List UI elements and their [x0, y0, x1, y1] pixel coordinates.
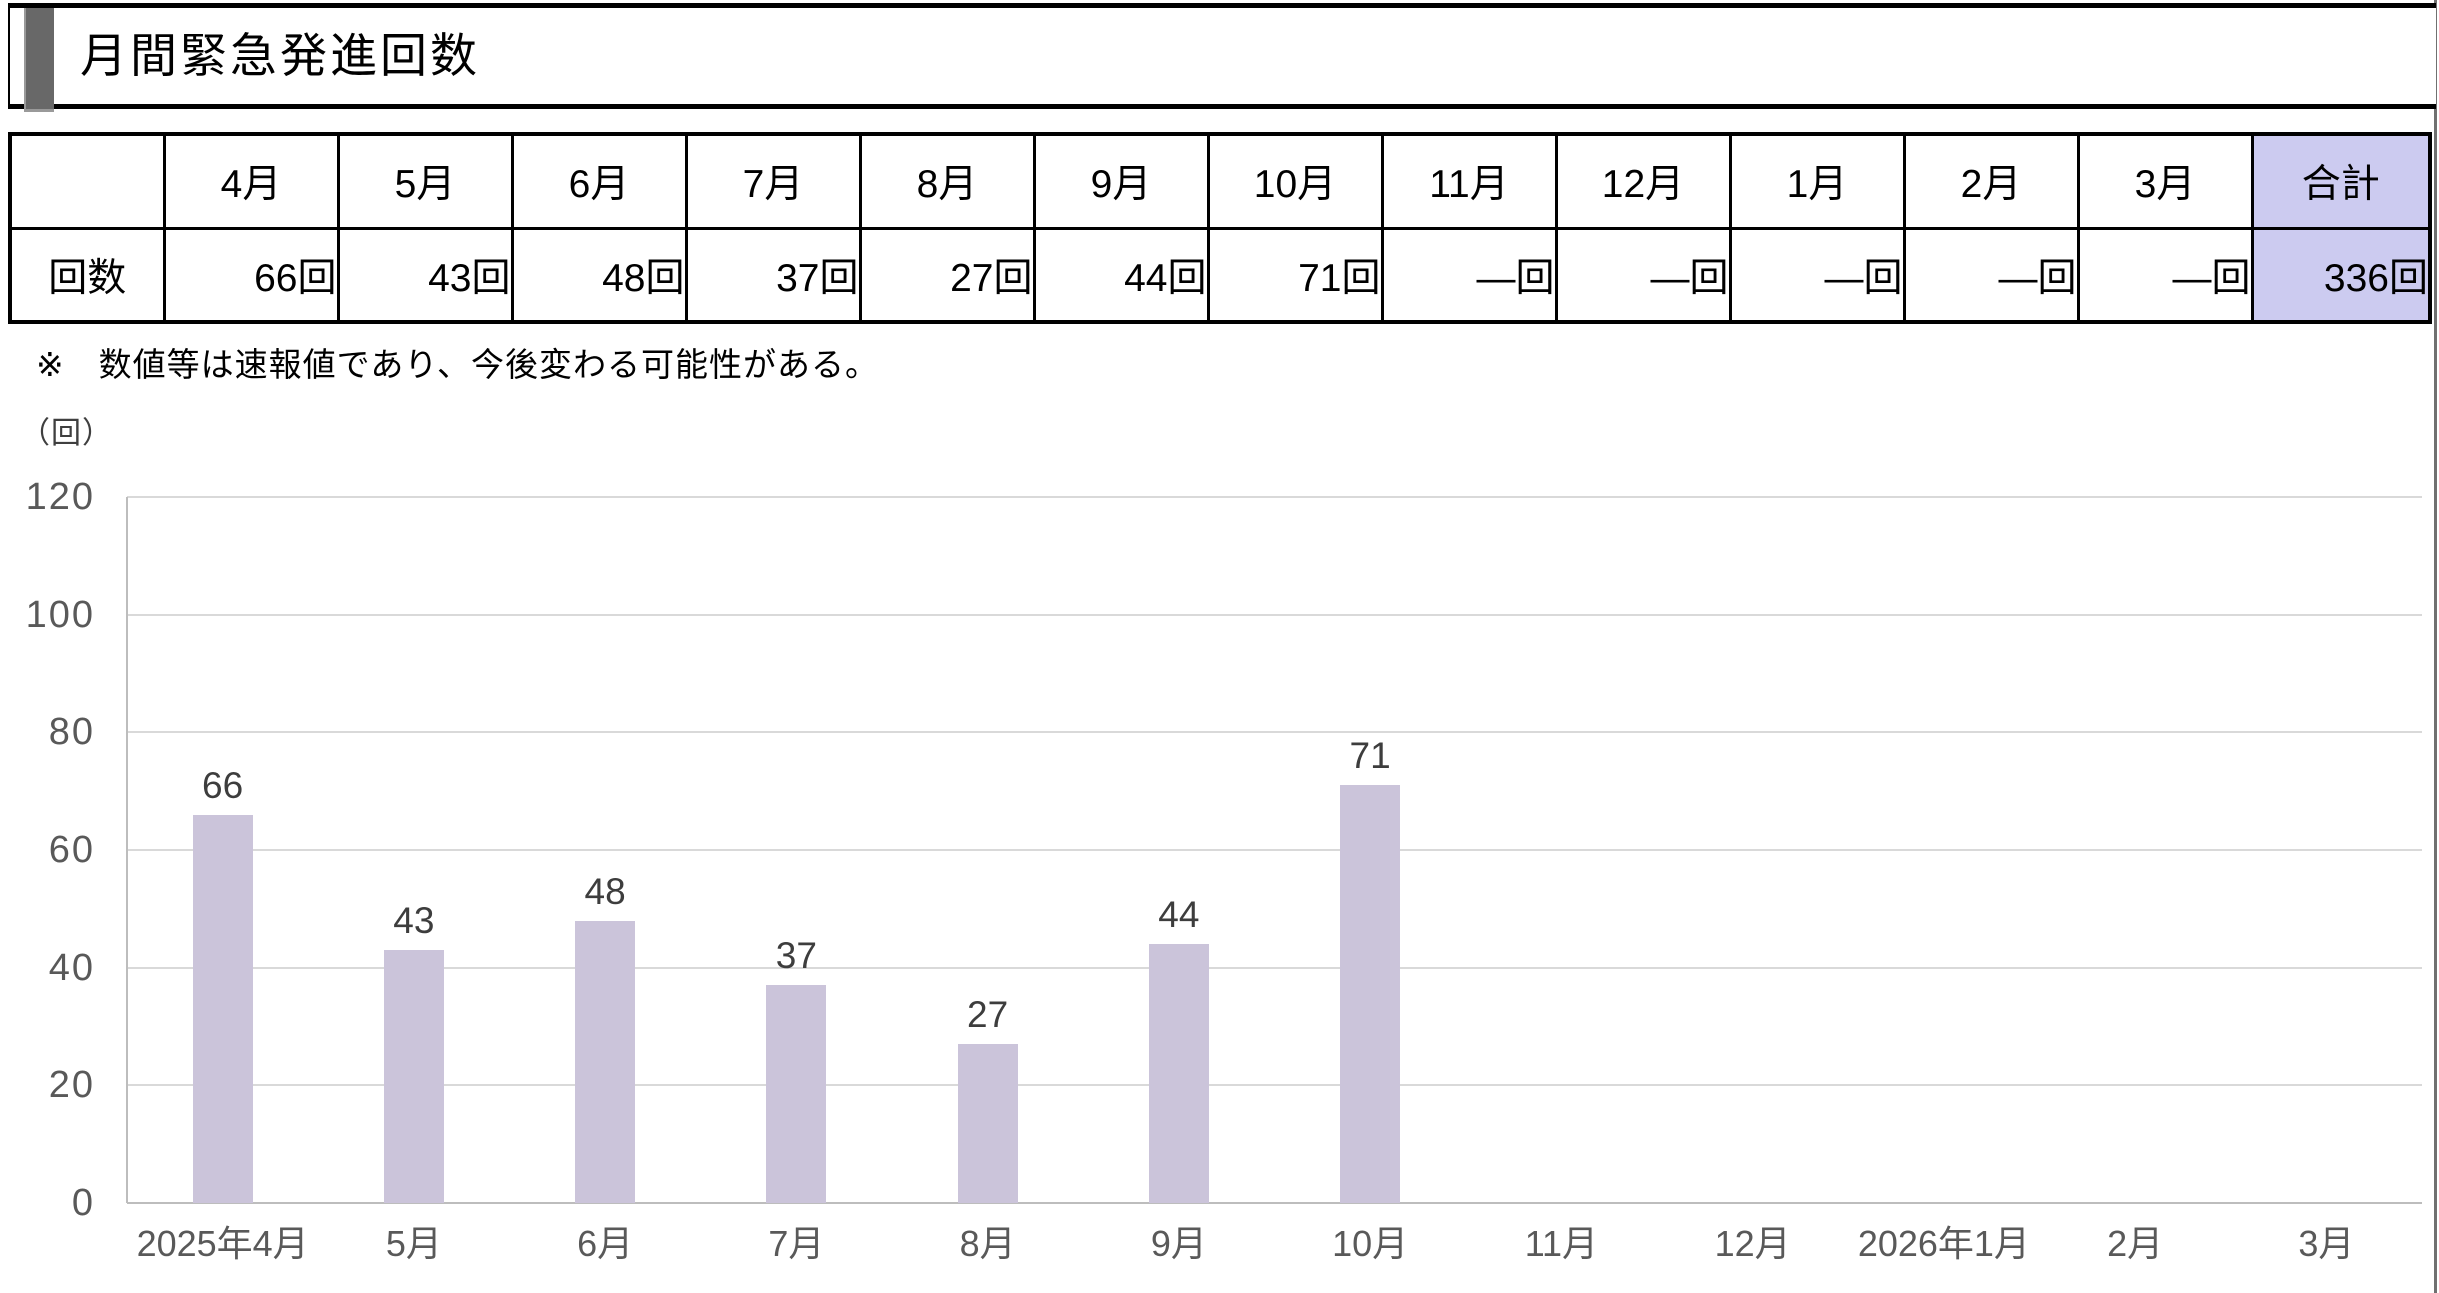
y-gridline	[127, 966, 2422, 969]
month-header-cell: 7月	[684, 132, 862, 230]
count-cell: ―回	[1728, 226, 1906, 324]
bar-10月	[1340, 785, 1401, 1203]
table-corner-cell	[8, 132, 166, 230]
y-gridline	[127, 1084, 2422, 1087]
y-tick-label: 100	[25, 593, 95, 636]
row-header-cell: 回数	[8, 226, 166, 324]
x-axis-line	[127, 1202, 2422, 1204]
month-header-cell: 8月	[858, 132, 1036, 230]
month-header-cell: 3月	[2076, 132, 2254, 230]
monthly-count-table: 4月 5月 6月 7月 8月 9月 10月 11月 12月 1月 2月 3月 合…	[8, 132, 2432, 324]
title-block: 月間緊急発進回数	[8, 3, 2436, 112]
bar-value-label: 27	[967, 994, 1009, 1036]
bar-5月	[383, 950, 444, 1203]
bar-9月	[1148, 944, 1209, 1203]
title-accent-bar	[24, 8, 54, 112]
y-tick-label: 20	[48, 1064, 95, 1107]
y-gridline	[127, 849, 2422, 851]
total-count-cell: 336回	[2250, 226, 2432, 324]
count-cell: ―回	[1902, 226, 2080, 324]
table-data-row: 回数 66回 43回 48回 37回 27回 44回 71回 ―回 ―回 ―回 …	[8, 226, 2432, 324]
y-tick-label: 120	[25, 476, 95, 518]
x-tick-label: 7月	[768, 1223, 825, 1264]
x-tick-label: 2月	[2107, 1223, 2164, 1264]
count-cell: 44回	[1032, 226, 1210, 324]
y-gridline	[127, 496, 2422, 498]
bar-7月	[766, 985, 827, 1203]
month-header-cell: 1月	[1728, 132, 1906, 230]
count-cell: 27回	[858, 226, 1036, 324]
table-header-row: 4月 5月 6月 7月 8月 9月 10月 11月 12月 1月 2月 3月 合…	[8, 132, 2432, 230]
month-header-cell: 2月	[1902, 132, 2080, 230]
bar-value-label: 66	[202, 764, 244, 806]
bar-value-label: 71	[1349, 735, 1391, 777]
x-tick-label: 9月	[1150, 1223, 1207, 1264]
month-header-cell: 9月	[1032, 132, 1210, 230]
note-text: ※ 数値等は速報値であり、今後変わる可能性がある。	[36, 346, 880, 383]
x-tick-label: 6月	[577, 1223, 634, 1264]
bar-value-label: 43	[393, 900, 435, 942]
month-header-cell: 4月	[162, 132, 340, 230]
count-cell: 71回	[1206, 226, 1384, 324]
x-tick-label: 12月	[1714, 1223, 1791, 1264]
month-header-cell: 11月	[1380, 132, 1558, 230]
count-cell: ―回	[1554, 226, 1732, 324]
x-tick-label: 10月	[1332, 1223, 1409, 1264]
x-tick-label: 8月	[959, 1223, 1016, 1264]
y-axis-unit-label: （回）	[20, 417, 113, 450]
bar-value-label: 44	[1158, 894, 1200, 936]
count-cell: 48回	[510, 226, 688, 324]
count-cell: 66回	[162, 226, 340, 324]
month-header-cell: 6月	[510, 132, 688, 230]
x-tick-label: 3月	[2298, 1223, 2355, 1264]
y-axis-line	[126, 497, 128, 1203]
x-tick-label: 2025年4月	[136, 1223, 309, 1264]
page-title: 月間緊急発進回数	[80, 29, 480, 82]
month-header-cell: 5月	[336, 132, 514, 230]
total-header-cell: 合計	[2250, 132, 2432, 230]
y-tick-label: 40	[48, 946, 95, 989]
x-tick-label: 11月	[1524, 1223, 1599, 1264]
bar-2025年4月	[192, 814, 253, 1203]
x-tick-label: 2026年1月	[1857, 1223, 2030, 1264]
bar-value-label: 48	[584, 870, 626, 912]
bar-value-label: 37	[775, 935, 817, 977]
count-cell: 37回	[684, 226, 862, 324]
y-gridline	[127, 731, 2422, 734]
y-tick-label: 0	[71, 1182, 95, 1224]
y-tick-label: 80	[48, 711, 95, 754]
month-header-cell: 10月	[1206, 132, 1384, 230]
x-tick-label: 5月	[385, 1223, 442, 1264]
bar-6月	[575, 920, 636, 1203]
page-right-edge	[2434, 0, 2437, 1293]
count-cell: ―回	[2076, 226, 2254, 324]
month-header-cell: 12月	[1554, 132, 1732, 230]
count-cell: 43回	[336, 226, 514, 324]
y-gridline	[127, 613, 2422, 616]
y-tick-label: 60	[48, 829, 95, 871]
count-cell: ―回	[1380, 226, 1558, 324]
bar-8月	[957, 1044, 1018, 1203]
